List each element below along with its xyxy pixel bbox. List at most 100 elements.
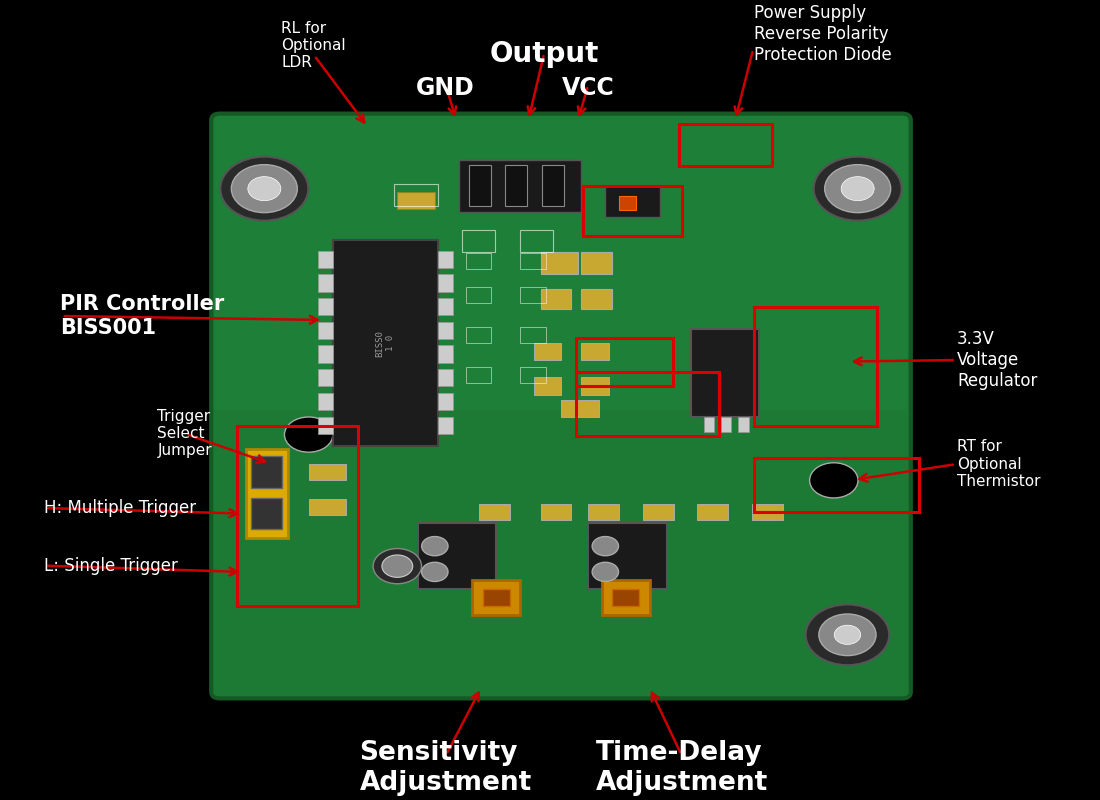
Bar (318, 274, 332, 292)
Bar (318, 417, 332, 434)
Bar (520, 253, 546, 269)
Circle shape (248, 177, 280, 201)
Bar (722, 418, 732, 432)
Bar (465, 287, 492, 303)
Bar (534, 343, 561, 360)
Bar (472, 581, 520, 614)
Circle shape (421, 562, 448, 582)
Text: Output: Output (490, 40, 600, 68)
Bar (534, 378, 561, 394)
Bar (332, 240, 438, 446)
Circle shape (842, 177, 874, 201)
Bar (605, 186, 660, 218)
Bar (738, 418, 748, 432)
Text: Sensitivity
Adjustment: Sensitivity Adjustment (360, 740, 531, 796)
Bar (602, 581, 650, 614)
Circle shape (220, 157, 308, 221)
Bar (561, 400, 598, 418)
Bar (438, 369, 453, 386)
Bar (236, 426, 358, 606)
Text: Time-Delay
Adjustment: Time-Delay Adjustment (596, 740, 768, 796)
Text: VCC: VCC (562, 76, 615, 100)
Bar (465, 327, 492, 343)
Bar (588, 523, 667, 589)
Bar (691, 329, 759, 418)
Bar (520, 367, 546, 383)
Bar (469, 165, 491, 206)
Bar (318, 298, 332, 315)
Bar (588, 504, 619, 520)
Bar (438, 417, 453, 434)
Bar (520, 287, 546, 303)
Bar (540, 289, 571, 309)
Bar (397, 191, 434, 209)
Circle shape (231, 165, 297, 213)
Bar (582, 343, 608, 360)
Bar (704, 418, 715, 432)
Circle shape (373, 549, 421, 584)
Bar (459, 160, 582, 211)
Bar (465, 367, 492, 383)
Bar (612, 589, 639, 606)
Bar (582, 289, 612, 309)
Circle shape (825, 165, 891, 213)
Bar (505, 165, 527, 206)
Text: BISS0
1 0: BISS0 1 0 (376, 330, 395, 357)
Circle shape (805, 605, 889, 666)
Bar (318, 393, 332, 410)
Bar (318, 369, 332, 386)
Bar (309, 464, 346, 480)
Bar (318, 346, 332, 362)
Text: RL for
Optional
LDR: RL for Optional LDR (282, 21, 345, 70)
Bar (754, 458, 918, 512)
Bar (576, 372, 719, 436)
Circle shape (592, 562, 618, 582)
Circle shape (810, 462, 858, 498)
Bar (582, 378, 608, 394)
Circle shape (814, 157, 902, 221)
Bar (697, 504, 728, 520)
Circle shape (421, 537, 448, 556)
Bar (619, 195, 636, 210)
Text: H: Multiple Trigger: H: Multiple Trigger (44, 499, 196, 517)
FancyBboxPatch shape (211, 114, 911, 698)
Bar (576, 338, 673, 386)
Text: GND: GND (416, 76, 475, 100)
Bar (418, 523, 496, 589)
Text: RT for
Optional
Thermistor: RT for Optional Thermistor (957, 439, 1041, 489)
Circle shape (592, 537, 618, 556)
Bar (318, 250, 332, 268)
Bar (540, 504, 571, 520)
Bar (309, 498, 346, 514)
Text: L: Single Trigger: L: Single Trigger (44, 557, 178, 574)
Bar (438, 298, 453, 315)
Text: 3.3V
Voltage
Regulator: 3.3V Voltage Regulator (957, 330, 1037, 390)
Circle shape (818, 614, 876, 656)
Bar (438, 250, 453, 268)
FancyBboxPatch shape (214, 116, 907, 410)
Bar (754, 307, 877, 426)
Bar (252, 456, 282, 488)
Bar (542, 165, 564, 206)
Bar (520, 327, 546, 343)
Bar (394, 184, 438, 206)
Text: Trigger
Select
Jumper: Trigger Select Jumper (157, 409, 212, 458)
Circle shape (834, 626, 860, 645)
Circle shape (382, 555, 412, 578)
Bar (642, 504, 673, 520)
Bar (583, 186, 682, 236)
Bar (438, 322, 453, 339)
Bar (252, 498, 282, 529)
Circle shape (285, 417, 333, 452)
Bar (246, 449, 288, 538)
Text: PIR Controller
BISS001: PIR Controller BISS001 (60, 294, 224, 338)
Bar (462, 230, 495, 251)
Bar (438, 393, 453, 410)
Bar (465, 253, 492, 269)
Bar (483, 589, 509, 606)
Bar (540, 251, 579, 274)
Bar (752, 504, 783, 520)
Bar (438, 274, 453, 292)
Bar (438, 346, 453, 362)
Bar (582, 251, 612, 274)
